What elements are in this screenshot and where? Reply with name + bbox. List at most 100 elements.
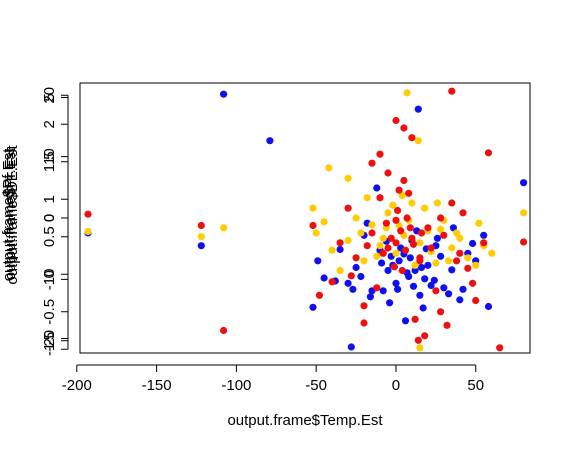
y-tick-label-0-3: 0.5 — [41, 226, 58, 247]
point-s1-40 — [389, 201, 397, 209]
point-s0-5 — [347, 343, 355, 351]
point-s1-7 — [344, 236, 352, 245]
point-s0-37 — [414, 105, 422, 113]
point-s2-30 — [400, 124, 408, 132]
point-s2-9 — [360, 302, 368, 310]
point-s2-3 — [309, 221, 317, 230]
point-s1-6 — [336, 266, 344, 275]
point-s0-34 — [421, 275, 429, 283]
x-tick-label-2: -100 — [221, 377, 251, 394]
point-s1-27 — [416, 344, 424, 352]
point-s0-63 — [419, 304, 427, 312]
point-s1-43 — [403, 89, 411, 97]
point-s2-15 — [408, 234, 416, 242]
point-s1-28 — [414, 137, 422, 145]
point-s2-31 — [408, 134, 416, 142]
y-tick-label-2-2: 5 — [41, 93, 58, 101]
point-s2-62 — [382, 219, 390, 227]
point-s2-19 — [440, 231, 448, 239]
point-s0-12 — [384, 266, 392, 275]
point-s0-30 — [379, 287, 387, 295]
x-tick-label-4: 0 — [392, 377, 400, 394]
point-s2-39 — [437, 308, 445, 316]
point-s1-21 — [456, 234, 464, 242]
point-s2-60 — [403, 214, 411, 222]
point-s2-11 — [376, 194, 384, 202]
point-s1-20 — [448, 244, 456, 252]
point-s0-28 — [352, 263, 360, 272]
point-s0-16 — [416, 291, 424, 299]
point-s2-44 — [416, 254, 424, 262]
point-s1-23 — [472, 261, 480, 269]
y-tick-label-1-2: 0 — [41, 214, 58, 222]
point-s0-27 — [344, 279, 352, 287]
point-s2-59 — [398, 266, 406, 275]
point-s1-3 — [309, 204, 317, 212]
point-s0-61 — [349, 285, 357, 293]
point-s2-27 — [496, 344, 504, 352]
point-s2-52 — [414, 336, 422, 344]
point-s2-38 — [427, 244, 435, 252]
point-s1-5 — [328, 246, 336, 254]
point-s0-6 — [309, 303, 317, 311]
point-s2-63 — [417, 229, 426, 237]
point-s2-64 — [363, 242, 371, 250]
point-s0-2 — [220, 90, 228, 98]
point-s0-24 — [480, 231, 488, 239]
point-s1-41 — [398, 191, 406, 200]
point-s1-31 — [363, 194, 371, 202]
point-s1-35 — [411, 261, 419, 269]
point-s1-30 — [325, 164, 333, 172]
y-tick-label-1-3: 10 — [41, 148, 58, 165]
point-s2-50 — [379, 249, 387, 257]
point-s1-1 — [197, 233, 205, 241]
point-s2-26 — [520, 238, 528, 246]
point-s2-24 — [480, 239, 488, 247]
y-tick-label-0-2: 0 — [41, 270, 58, 278]
point-s2-28 — [376, 150, 384, 158]
x-tick-label-3: -50 — [305, 377, 327, 394]
point-s0-56 — [378, 259, 386, 267]
point-s1-44 — [320, 218, 328, 226]
point-s0-60 — [469, 239, 477, 248]
point-s0-4 — [520, 179, 528, 187]
point-s2-57 — [390, 263, 398, 271]
point-s2-7 — [344, 204, 352, 212]
point-s0-21 — [456, 296, 464, 304]
point-s1-11 — [376, 242, 384, 250]
point-s1-46 — [475, 219, 483, 227]
point-s2-58 — [394, 206, 402, 215]
point-s0-59 — [445, 290, 453, 298]
y-axis-label-pf: output.frame$Pf.Est — [0, 148, 17, 281]
point-s2-20 — [448, 199, 456, 207]
point-s0-47 — [409, 282, 418, 290]
point-s1-45 — [433, 199, 441, 207]
point-s2-17 — [424, 224, 432, 232]
point-s1-42 — [373, 252, 381, 260]
y-tick-label-0-6: 2 — [41, 120, 58, 128]
y-axis-label-pr: output.frame$Pr.Est — [2, 147, 19, 280]
point-s1-12 — [384, 209, 392, 217]
y-tick-label-2-1: 0 — [41, 214, 58, 222]
point-s2-0 — [84, 210, 92, 218]
point-s1-22 — [464, 254, 472, 262]
point-s0-51 — [336, 245, 344, 254]
point-s0-1 — [197, 242, 205, 250]
point-s2-5 — [328, 278, 336, 286]
point-s2-8 — [352, 254, 360, 262]
point-s2-34 — [395, 186, 403, 194]
point-s2-55 — [437, 214, 445, 222]
point-s2-2 — [220, 326, 228, 335]
point-s2-13 — [392, 216, 400, 224]
point-s2-33 — [384, 169, 392, 177]
point-s2-54 — [347, 272, 355, 280]
x-tick-label-1: -150 — [142, 377, 172, 394]
x-tick-label-5: 50 — [467, 377, 484, 394]
point-s0-19 — [440, 284, 448, 292]
point-s2-45 — [392, 239, 400, 247]
point-s1-48 — [357, 229, 365, 237]
point-s0-31 — [395, 257, 403, 265]
point-s2-22 — [464, 264, 472, 272]
y-tick-label-0-5: 1.5 — [41, 151, 58, 172]
